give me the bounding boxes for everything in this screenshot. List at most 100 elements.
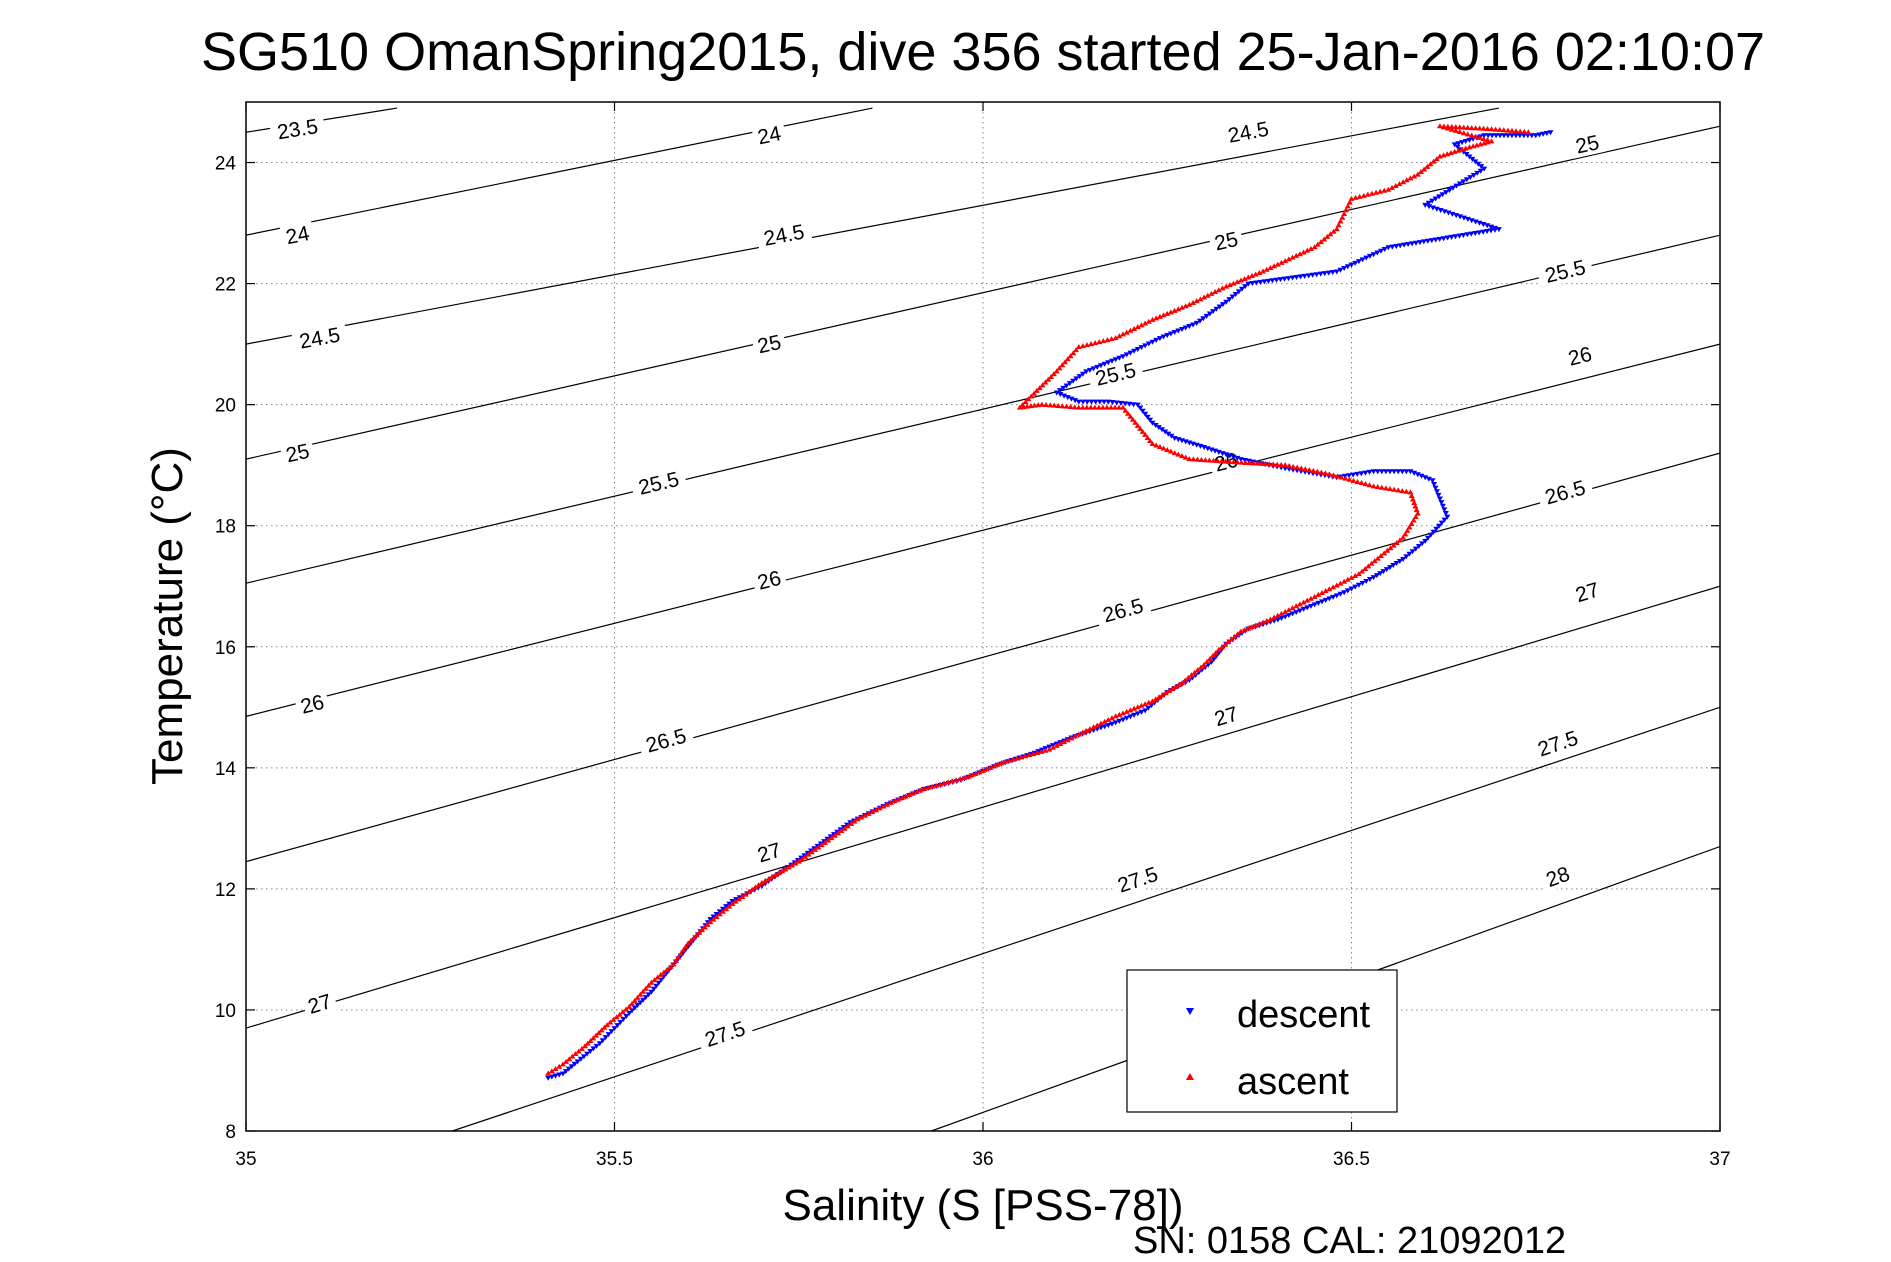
- y-tick-label: 20: [215, 396, 236, 417]
- ascent-point: [1293, 603, 1300, 609]
- descent-point: [1325, 270, 1332, 276]
- ascent-point: [779, 868, 785, 874]
- descent-point: [1105, 360, 1112, 366]
- contour-label-text: 25: [755, 331, 783, 359]
- ascent-point: [812, 846, 819, 852]
- y-tick-label: 24: [215, 154, 237, 175]
- ascent-point: [735, 896, 742, 902]
- descent-point: [1405, 242, 1412, 248]
- ascent-point: [1156, 313, 1163, 319]
- descent-point: [1429, 205, 1436, 211]
- ascent-point: [569, 1053, 576, 1059]
- ascent-point: [1260, 268, 1267, 274]
- ascent-point: [1056, 365, 1063, 371]
- descent-point: [599, 1038, 606, 1044]
- descent-point: [1149, 420, 1156, 426]
- contour-label-bg: [279, 219, 316, 250]
- descent-point: [1344, 264, 1351, 270]
- ascent-point: [1390, 542, 1397, 548]
- descent-point: [1366, 253, 1373, 259]
- ascent-point: [808, 849, 815, 855]
- descent-point: [1142, 343, 1149, 349]
- descent-point: [629, 1008, 636, 1014]
- ascent-point: [634, 994, 641, 1000]
- descent-point: [1193, 442, 1200, 448]
- ascent-point: [1223, 283, 1230, 289]
- x-tick-label: 35: [235, 1149, 256, 1170]
- ascent-point: [1249, 273, 1256, 279]
- ascent-point: [854, 816, 861, 822]
- ascent-point: [1073, 347, 1080, 353]
- ascent-point: [1186, 456, 1193, 462]
- ascent-point: [631, 997, 638, 1003]
- descent-point: [1432, 237, 1439, 243]
- descent-point: [574, 1059, 581, 1065]
- ascent-point: [1412, 514, 1419, 520]
- descent-point: [1439, 192, 1446, 198]
- ascent-point: [1226, 458, 1233, 464]
- density-contours: 23.5 242424.524.524.52525252525.525.525.5…: [246, 107, 1720, 1131]
- ascent-point: [1387, 545, 1394, 551]
- ascent-point: [1162, 690, 1169, 696]
- ascent-point: [1448, 123, 1455, 129]
- descent-point: [559, 1071, 566, 1077]
- descent-point: [1290, 467, 1297, 473]
- descent-point: [1480, 222, 1487, 228]
- ascent-point: [1107, 404, 1114, 410]
- ascent-point: [1031, 390, 1038, 396]
- descent-point: [1230, 454, 1237, 460]
- descent-point: [1108, 358, 1115, 364]
- descent-point: [634, 1003, 641, 1009]
- descent-point: [1190, 322, 1197, 328]
- ascent-point: [876, 805, 883, 811]
- descent-point: [1386, 469, 1393, 475]
- descent-point: [1319, 599, 1326, 605]
- descent-point: [1344, 588, 1351, 594]
- ascent-point: [1075, 731, 1082, 737]
- ascent-point: [1468, 125, 1475, 131]
- ascent-point: [1075, 404, 1082, 410]
- descent-point: [1374, 469, 1381, 475]
- ascent-point: [1359, 568, 1366, 574]
- descent-point: [1412, 546, 1419, 552]
- descent-point: [1547, 130, 1554, 136]
- ascent-point: [1339, 214, 1346, 220]
- ascent-point: [1067, 353, 1074, 359]
- ascent-point: [1385, 186, 1392, 192]
- descent-point: [1113, 400, 1120, 406]
- descent-point: [1407, 469, 1414, 475]
- ascent-point: [909, 790, 916, 796]
- descent-point: [1237, 457, 1244, 463]
- descent-point: [1175, 437, 1182, 443]
- descent-point: [1261, 279, 1268, 285]
- descent-point: [1400, 556, 1407, 562]
- descent-point: [1249, 281, 1256, 287]
- density-contour-line: [452, 706, 1720, 1131]
- descent-point: [1281, 276, 1288, 282]
- ascent-point: [642, 985, 649, 991]
- contour-label-text: 24: [284, 222, 312, 249]
- ascent-point: [1101, 718, 1108, 724]
- descent-point: [1524, 133, 1531, 139]
- descent-point: [1112, 357, 1119, 363]
- descent-point: [1149, 339, 1156, 345]
- descent-point: [1528, 133, 1535, 139]
- ascent-point: [1521, 128, 1528, 134]
- descent-point: [1403, 469, 1410, 475]
- ascent-point: [664, 966, 671, 972]
- ascent-point: [1120, 710, 1127, 716]
- ascent-point: [1112, 713, 1119, 719]
- ascent-point: [1182, 303, 1189, 309]
- ascent-point: [1198, 456, 1205, 462]
- ascent-point: [1517, 128, 1524, 134]
- ascent-point: [548, 1068, 555, 1074]
- ascent-point: [821, 839, 828, 845]
- ascent-point: [1186, 301, 1193, 307]
- descent-point: [1497, 133, 1504, 139]
- ascent-point: [1112, 335, 1119, 341]
- ascent-point: [1245, 625, 1252, 631]
- descent-point: [631, 1005, 638, 1011]
- descent-point: [1466, 137, 1473, 143]
- ascent-point: [1120, 331, 1127, 337]
